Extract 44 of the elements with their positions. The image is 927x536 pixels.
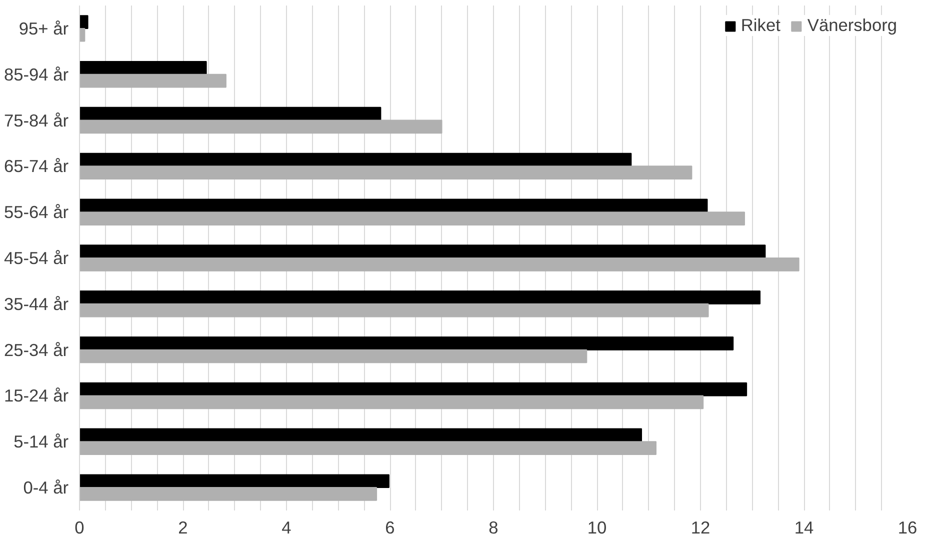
y-tick-label: 95+ år — [18, 18, 69, 38]
bar — [80, 212, 745, 226]
x-tick-label: 0 — [74, 518, 84, 536]
bar — [80, 487, 378, 501]
x-tick-label: 16 — [898, 518, 918, 536]
x-tick-label: 8 — [488, 518, 498, 536]
bar — [80, 303, 709, 318]
x-tick-label: 12 — [690, 518, 710, 536]
legend-label: Vänersborg — [807, 15, 897, 36]
bar — [80, 258, 800, 272]
y-tick-label: 55-64 år — [4, 202, 69, 222]
y-tick-label: 25-34 år — [4, 340, 69, 360]
x-tick-label: 2 — [178, 518, 188, 536]
bar — [80, 428, 642, 442]
bar — [80, 244, 766, 258]
bar — [80, 382, 748, 396]
bar — [80, 474, 390, 488]
x-tick-label: 10 — [587, 518, 607, 536]
x-tick-label: 14 — [794, 518, 814, 536]
legend-label: Riket — [740, 15, 780, 36]
bar — [80, 152, 632, 167]
x-tick-label: 6 — [385, 518, 395, 536]
bar — [80, 61, 207, 75]
bar — [80, 349, 588, 364]
bar — [80, 106, 382, 121]
y-tick-label: 15-24 år — [4, 386, 69, 406]
bar — [80, 441, 656, 455]
y-tick-label: 65-74 år — [4, 156, 69, 176]
bar — [80, 120, 442, 134]
bar — [80, 290, 761, 304]
bar — [80, 28, 86, 42]
y-tick-label: 0-4 år — [23, 478, 69, 498]
y-tick-label: 75-84 år — [4, 110, 69, 130]
y-tick-label: 5-14 år — [14, 432, 69, 452]
y-tick-label: 85-94 år — [4, 64, 69, 84]
x-tick-label: 4 — [282, 518, 292, 536]
y-tick-label: 35-44 år — [4, 294, 69, 314]
bar — [80, 15, 88, 29]
bar — [80, 74, 226, 88]
bar — [80, 166, 692, 180]
bar — [80, 395, 704, 410]
y-tick-label: 45-54 år — [4, 248, 69, 268]
bar — [80, 336, 734, 350]
bar — [80, 198, 708, 213]
